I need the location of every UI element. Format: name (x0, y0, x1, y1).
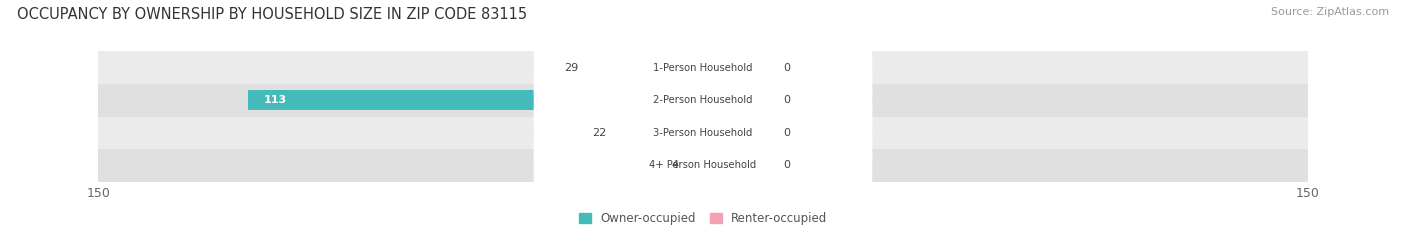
Bar (247, 90, 703, 110)
Text: 4: 4 (672, 161, 679, 170)
Text: 113: 113 (264, 95, 287, 105)
Bar (98, 149, 1308, 182)
Text: 0: 0 (783, 95, 790, 105)
Text: OCCUPANCY BY OWNERSHIP BY HOUSEHOLD SIZE IN ZIP CODE 83115: OCCUPANCY BY OWNERSHIP BY HOUSEHOLD SIZE… (17, 7, 527, 22)
Bar (98, 51, 1308, 84)
Bar (586, 58, 703, 78)
FancyBboxPatch shape (534, 0, 872, 142)
Bar (688, 155, 703, 175)
Text: 0: 0 (783, 128, 790, 138)
Bar (614, 123, 703, 143)
Text: Source: ZipAtlas.com: Source: ZipAtlas.com (1271, 7, 1389, 17)
Bar (98, 116, 1308, 149)
Legend: Owner-occupied, Renter-occupied: Owner-occupied, Renter-occupied (579, 212, 827, 225)
Bar (98, 84, 1308, 116)
Bar (703, 90, 776, 110)
FancyBboxPatch shape (534, 25, 872, 175)
FancyBboxPatch shape (534, 58, 872, 208)
FancyBboxPatch shape (534, 91, 872, 233)
Text: 4+ Person Household: 4+ Person Household (650, 161, 756, 170)
Text: 29: 29 (564, 63, 578, 72)
Bar (703, 155, 776, 175)
Text: 2-Person Household: 2-Person Household (654, 95, 752, 105)
Text: 0: 0 (783, 161, 790, 170)
Bar (703, 123, 776, 143)
Text: 1-Person Household: 1-Person Household (654, 63, 752, 72)
Text: 3-Person Household: 3-Person Household (654, 128, 752, 138)
Text: 0: 0 (783, 63, 790, 72)
Text: 22: 22 (592, 128, 606, 138)
Bar (703, 58, 776, 78)
